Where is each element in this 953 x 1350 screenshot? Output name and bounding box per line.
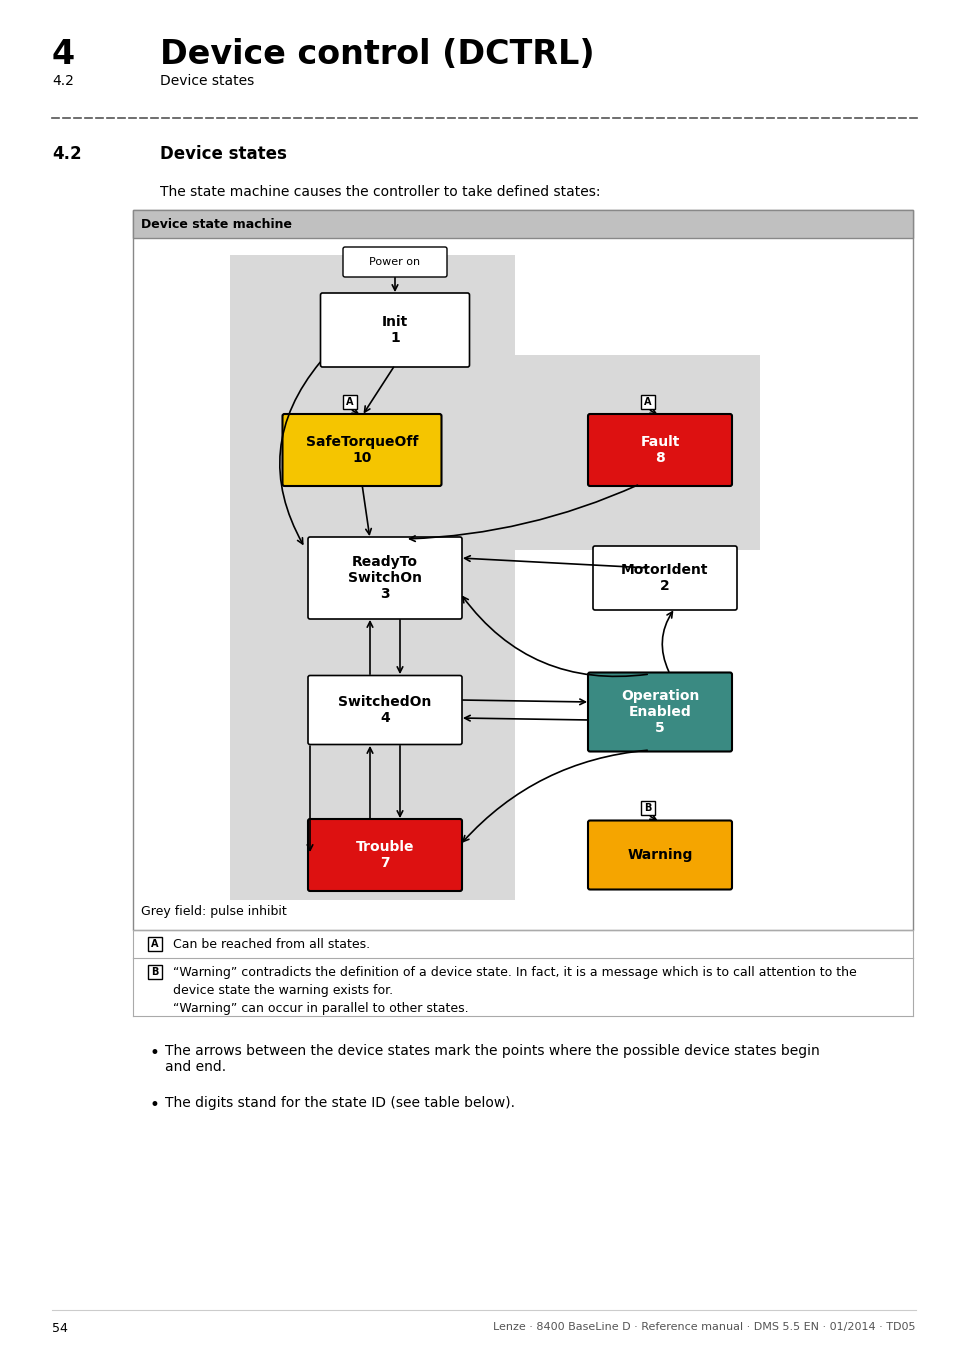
- Text: Grey field: pulse inhibit: Grey field: pulse inhibit: [141, 906, 287, 918]
- Text: •: •: [150, 1096, 160, 1114]
- Text: Operation
Enabled
5: Operation Enabled 5: [620, 688, 699, 736]
- Text: 4.2: 4.2: [52, 74, 73, 88]
- FancyBboxPatch shape: [343, 247, 447, 277]
- Text: device state the warning exists for.: device state the warning exists for.: [172, 984, 393, 998]
- Text: Warning: Warning: [627, 848, 692, 863]
- Text: “Warning” can occur in parallel to other states.: “Warning” can occur in parallel to other…: [172, 1002, 468, 1015]
- Bar: [515, 355, 760, 549]
- Bar: [148, 965, 162, 979]
- Text: •: •: [150, 1044, 160, 1062]
- Bar: [148, 937, 162, 950]
- Text: The digits stand for the state ID (see table below).: The digits stand for the state ID (see t…: [165, 1096, 515, 1110]
- Text: Trouble
7: Trouble 7: [355, 840, 414, 871]
- Bar: [640, 396, 655, 409]
- Bar: [230, 255, 515, 900]
- Text: 4: 4: [52, 38, 75, 72]
- Text: A: A: [643, 397, 651, 406]
- Text: Device control (DCTRL): Device control (DCTRL): [160, 38, 594, 72]
- Bar: [132, 211, 912, 238]
- Text: SafeTorqueOff
10: SafeTorqueOff 10: [306, 435, 417, 466]
- Text: A: A: [152, 940, 158, 949]
- Text: Init
1: Init 1: [381, 315, 408, 346]
- Text: A: A: [346, 397, 354, 406]
- Text: 54: 54: [52, 1322, 68, 1335]
- Text: “Warning” contradicts the definition of a device state. In fact, it is a message: “Warning” contradicts the definition of …: [172, 967, 856, 979]
- Text: Lenze · 8400 BaseLine D · Reference manual · DMS 5.5 EN · 01/2014 · TD05: Lenze · 8400 BaseLine D · Reference manu…: [493, 1322, 915, 1332]
- FancyBboxPatch shape: [308, 675, 461, 744]
- FancyBboxPatch shape: [587, 414, 731, 486]
- Text: SwitchedOn
4: SwitchedOn 4: [338, 695, 432, 725]
- Text: Device states: Device states: [160, 74, 254, 88]
- Text: Can be reached from all states.: Can be reached from all states.: [172, 937, 370, 950]
- Text: 4.2: 4.2: [52, 144, 82, 163]
- Text: Fault
8: Fault 8: [639, 435, 679, 466]
- Text: MotorIdent
2: MotorIdent 2: [620, 563, 708, 593]
- FancyBboxPatch shape: [308, 819, 461, 891]
- Text: Power on: Power on: [369, 256, 420, 267]
- FancyBboxPatch shape: [593, 545, 737, 610]
- Bar: [343, 396, 356, 409]
- Text: The arrows between the device states mark the points where the possible device s: The arrows between the device states mar…: [165, 1044, 819, 1075]
- Bar: [640, 801, 655, 815]
- Text: Device states: Device states: [160, 144, 287, 163]
- Text: ReadyTo
SwitchOn
3: ReadyTo SwitchOn 3: [348, 555, 421, 601]
- FancyBboxPatch shape: [587, 821, 731, 890]
- FancyBboxPatch shape: [282, 414, 441, 486]
- FancyBboxPatch shape: [587, 672, 731, 752]
- Text: B: B: [643, 803, 651, 813]
- Text: The state machine causes the controller to take defined states:: The state machine causes the controller …: [160, 185, 599, 198]
- FancyBboxPatch shape: [320, 293, 469, 367]
- Text: B: B: [152, 967, 158, 977]
- Text: Device state machine: Device state machine: [141, 217, 292, 231]
- Bar: [132, 211, 912, 930]
- FancyBboxPatch shape: [308, 537, 461, 620]
